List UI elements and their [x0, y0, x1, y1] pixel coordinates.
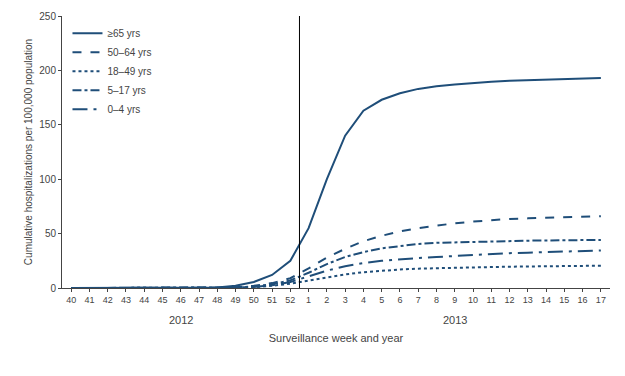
svg-text:11: 11	[487, 295, 496, 305]
svg-text:46: 46	[176, 295, 186, 305]
svg-text:44: 44	[139, 295, 149, 305]
svg-text:43: 43	[121, 295, 131, 305]
svg-text:2: 2	[324, 295, 329, 305]
svg-text:3: 3	[343, 295, 348, 305]
svg-text:9: 9	[452, 295, 457, 305]
svg-text:7: 7	[416, 295, 421, 305]
svg-text:47: 47	[194, 295, 204, 305]
svg-text:16: 16	[578, 295, 588, 305]
svg-text:18–49 yrs: 18–49 yrs	[107, 66, 151, 77]
svg-text:100: 100	[39, 174, 56, 185]
svg-text:2012: 2012	[169, 314, 193, 326]
svg-text:150: 150	[39, 119, 56, 130]
svg-text:45: 45	[157, 295, 167, 305]
svg-text:49: 49	[231, 295, 241, 305]
svg-text:8: 8	[434, 295, 439, 305]
svg-text:48: 48	[212, 295, 222, 305]
svg-text:2013: 2013	[443, 314, 467, 326]
svg-text:14: 14	[541, 295, 551, 305]
svg-text:0: 0	[50, 283, 56, 294]
svg-text:50–64 yrs: 50–64 yrs	[107, 47, 151, 58]
svg-text:250: 250	[39, 11, 56, 22]
svg-text:50: 50	[249, 295, 259, 305]
svg-text:6: 6	[397, 295, 402, 305]
svg-text:41: 41	[84, 295, 94, 305]
svg-text:4: 4	[361, 295, 366, 305]
svg-text:0–4 yrs: 0–4 yrs	[107, 104, 140, 115]
svg-text:Surveillance week and year: Surveillance week and year	[269, 332, 404, 344]
svg-text:10: 10	[468, 295, 478, 305]
svg-text:5: 5	[379, 295, 384, 305]
svg-text:40: 40	[66, 295, 76, 305]
svg-text:1: 1	[306, 295, 311, 305]
svg-text:13: 13	[523, 295, 533, 305]
svg-text:200: 200	[39, 65, 56, 76]
svg-text:50: 50	[45, 228, 57, 239]
svg-text:5–17 yrs: 5–17 yrs	[107, 85, 145, 96]
svg-text:Cumulative hospitalizations pe: Cumulative hospitalizations per 100,000 …	[23, 39, 34, 265]
svg-text:52: 52	[285, 295, 295, 305]
svg-text:17: 17	[596, 295, 606, 305]
svg-text:15: 15	[559, 295, 569, 305]
svg-text:≥65 yrs: ≥65 yrs	[107, 28, 140, 39]
svg-text:51: 51	[267, 295, 277, 305]
svg-text:12: 12	[505, 295, 515, 305]
svg-text:42: 42	[103, 295, 113, 305]
